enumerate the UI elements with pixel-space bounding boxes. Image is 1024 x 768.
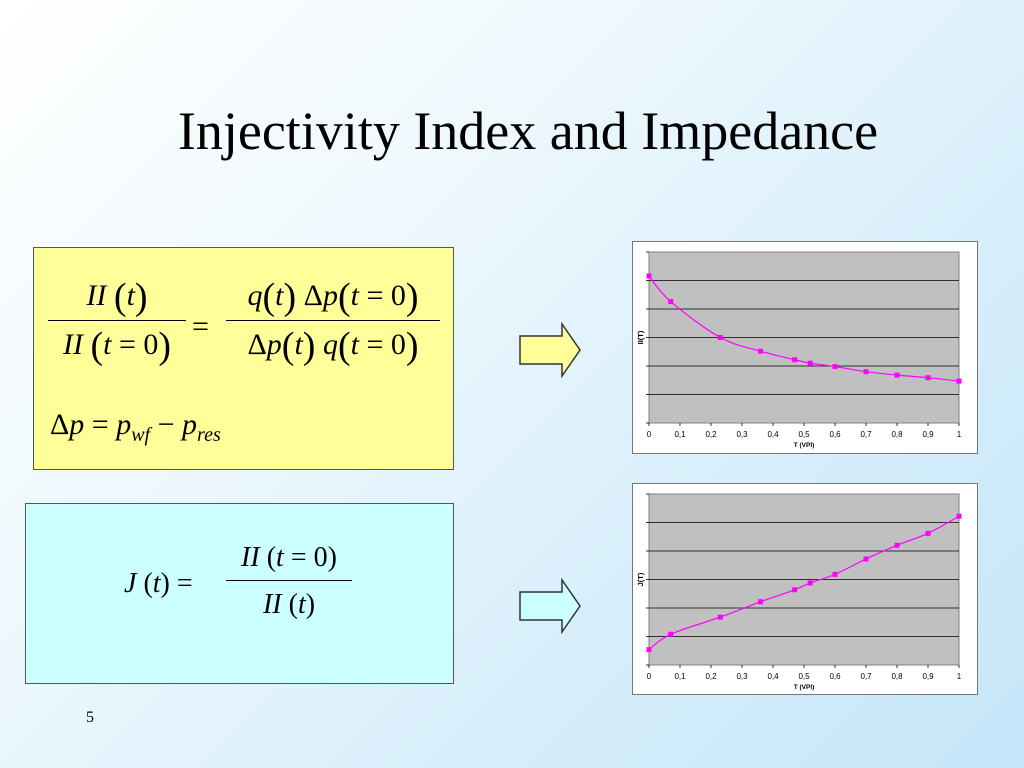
- x-tick-label: 0,2: [705, 430, 717, 439]
- slide-title: Injectivity Index and Impedance: [177, 101, 879, 161]
- data-point: [894, 542, 900, 548]
- data-point: [956, 513, 962, 519]
- data-point: [792, 357, 798, 363]
- x-tick-label: 0: [647, 430, 652, 439]
- data-point: [832, 364, 838, 370]
- ii-lhs-numerator: II (t): [86, 276, 148, 318]
- data-point: [956, 378, 962, 384]
- data-point: [807, 360, 813, 366]
- data-point: [668, 631, 674, 637]
- data-point: [863, 369, 869, 375]
- ii-rhs-numerator: q(t) Δp(t = 0): [247, 276, 419, 318]
- ii-chart: 0 0,1 0,2 0,3 0,4 0,5 0,6 0,7 0,8 0,9 1 T (VPI) II(T…: [632, 241, 978, 454]
- x-tick-label: 0: [647, 672, 652, 681]
- delta-p-definition: Δp = pwf − pres: [50, 408, 221, 446]
- y-axis-label: J(T): [636, 572, 645, 586]
- j-chart: 0 0,1 0,2 0,3 0,4 0,5 0,6 0,7 0,8 0,9 1 T (VPI) J(T): [632, 483, 978, 695]
- ii-ratio-lhs: II (t) II (t = 0): [48, 278, 186, 365]
- ii-ratio-rhs: q(t) Δp(t = 0) Δp(t) q(t = 0): [226, 278, 440, 365]
- ii-rhs-denominator: Δp(t) q(t = 0): [247, 325, 419, 367]
- x-tick-label: 0,9: [922, 430, 934, 439]
- data-point: [894, 372, 900, 378]
- data-point: [758, 348, 764, 354]
- x-tick-label: 0,7: [860, 672, 872, 681]
- data-point: [646, 273, 652, 279]
- j-ratio: II (t = 0) II (t): [226, 542, 352, 621]
- ii-chart-svg: 0 0,1 0,2 0,3 0,4 0,5 0,6 0,7 0,8 0,9 1 T (VPI) II(T…: [636, 251, 962, 449]
- x-axis-label: T (VPI): [794, 684, 815, 691]
- ii-lhs-denominator: II (t = 0): [62, 325, 172, 367]
- x-tick-label: 0,9: [922, 672, 934, 681]
- data-point: [758, 599, 764, 605]
- x-tick-label: 0,4: [767, 430, 779, 439]
- right-arrow-icon: [519, 578, 581, 634]
- x-tick-label: 0,7: [860, 430, 872, 439]
- data-point: [807, 580, 813, 586]
- data-point: [792, 587, 798, 593]
- x-tick-label: 0,1: [674, 430, 686, 439]
- x-tick-label: 0,6: [829, 672, 841, 681]
- data-point: [668, 299, 674, 305]
- ii-formula-box: II (t) II (t = 0) = q(t) Δp(t = 0) Δp(t)…: [33, 247, 454, 470]
- x-tick-label: 0,5: [798, 672, 810, 681]
- x-tick-label: 1: [957, 430, 962, 439]
- data-point: [925, 530, 931, 536]
- y-axis-label: II(T): [636, 330, 645, 344]
- x-tick-label: 0,6: [829, 430, 841, 439]
- x-tick-label: 0,3: [736, 430, 748, 439]
- data-point: [863, 556, 869, 562]
- right-arrow-icon: [519, 322, 581, 378]
- j-denominator: II (t): [262, 589, 316, 620]
- x-tick-label: 0,2: [705, 672, 717, 681]
- data-point: [717, 335, 723, 340]
- x-tick-label: 0,5: [798, 430, 810, 439]
- x-tick-label: 0,8: [891, 430, 903, 439]
- x-tick-label: 0,4: [767, 672, 779, 681]
- j-formula-box: J (t) = II (t = 0) II (t): [25, 503, 454, 684]
- j-numerator: II (t = 0): [241, 542, 337, 573]
- page-number: 5: [86, 709, 94, 726]
- x-tick-label: 1: [957, 672, 962, 681]
- x-tick-label: 0,3: [736, 672, 748, 681]
- equals-sign: =: [192, 310, 209, 343]
- data-point: [832, 571, 838, 577]
- data-point: [717, 614, 723, 620]
- x-tick-label: 0,8: [891, 672, 903, 681]
- x-axis-label: T (VPI): [794, 442, 815, 449]
- j-chart-svg: 0 0,1 0,2 0,3 0,4 0,5 0,6 0,7 0,8 0,9 1 T (VPI) J(T): [636, 493, 962, 691]
- j-formula-lhs: J (t) =: [124, 568, 193, 599]
- x-tick-label: 0,1: [674, 672, 686, 681]
- data-point: [646, 647, 652, 653]
- data-point: [925, 375, 931, 381]
